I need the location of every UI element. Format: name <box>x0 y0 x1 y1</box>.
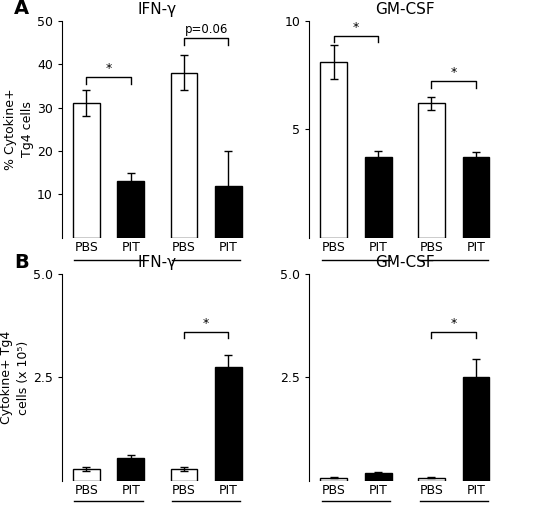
Text: −/−: −/− <box>222 281 240 290</box>
Text: *: * <box>451 66 457 79</box>
Text: Tg4.PD-1: Tg4.PD-1 <box>181 281 232 291</box>
Title: GM-CSF: GM-CSF <box>375 255 435 270</box>
Bar <box>418 478 445 481</box>
Text: *: * <box>451 317 457 330</box>
Text: Tg4.PD-1: Tg4.PD-1 <box>330 281 381 291</box>
Bar <box>463 377 489 481</box>
Bar <box>418 103 445 238</box>
Y-axis label: % Cytokine+
Tg4 cells: % Cytokine+ Tg4 cells <box>4 88 34 170</box>
Bar <box>321 478 347 481</box>
Bar <box>171 469 197 481</box>
Text: +/+: +/+ <box>372 281 390 290</box>
Bar <box>117 181 144 238</box>
Title: IFN-γ: IFN-γ <box>138 255 177 270</box>
Bar <box>365 474 392 481</box>
Y-axis label: Cytokine+ Tg4
cells (x 10⁵): Cytokine+ Tg4 cells (x 10⁵) <box>0 331 30 424</box>
Bar <box>73 469 100 481</box>
Text: B: B <box>14 253 29 272</box>
Title: IFN-γ: IFN-γ <box>138 2 177 17</box>
Bar <box>463 158 489 238</box>
Text: A: A <box>14 0 29 18</box>
Text: −/−: −/− <box>469 281 487 290</box>
Bar <box>215 186 242 238</box>
Text: Tg4.PD-1: Tg4.PD-1 <box>83 281 134 291</box>
Bar <box>171 73 197 238</box>
Text: p=0.06: p=0.06 <box>185 23 228 36</box>
Text: *: * <box>203 317 209 330</box>
Bar <box>215 367 242 481</box>
Text: Tg4.PD-1: Tg4.PD-1 <box>428 281 479 291</box>
Text: +/+: +/+ <box>124 281 142 290</box>
Title: GM-CSF: GM-CSF <box>375 2 435 17</box>
Text: *: * <box>353 21 359 34</box>
Bar <box>117 458 144 481</box>
Bar <box>365 158 392 238</box>
Bar <box>73 103 100 238</box>
Text: *: * <box>105 62 111 75</box>
Bar <box>321 62 347 238</box>
